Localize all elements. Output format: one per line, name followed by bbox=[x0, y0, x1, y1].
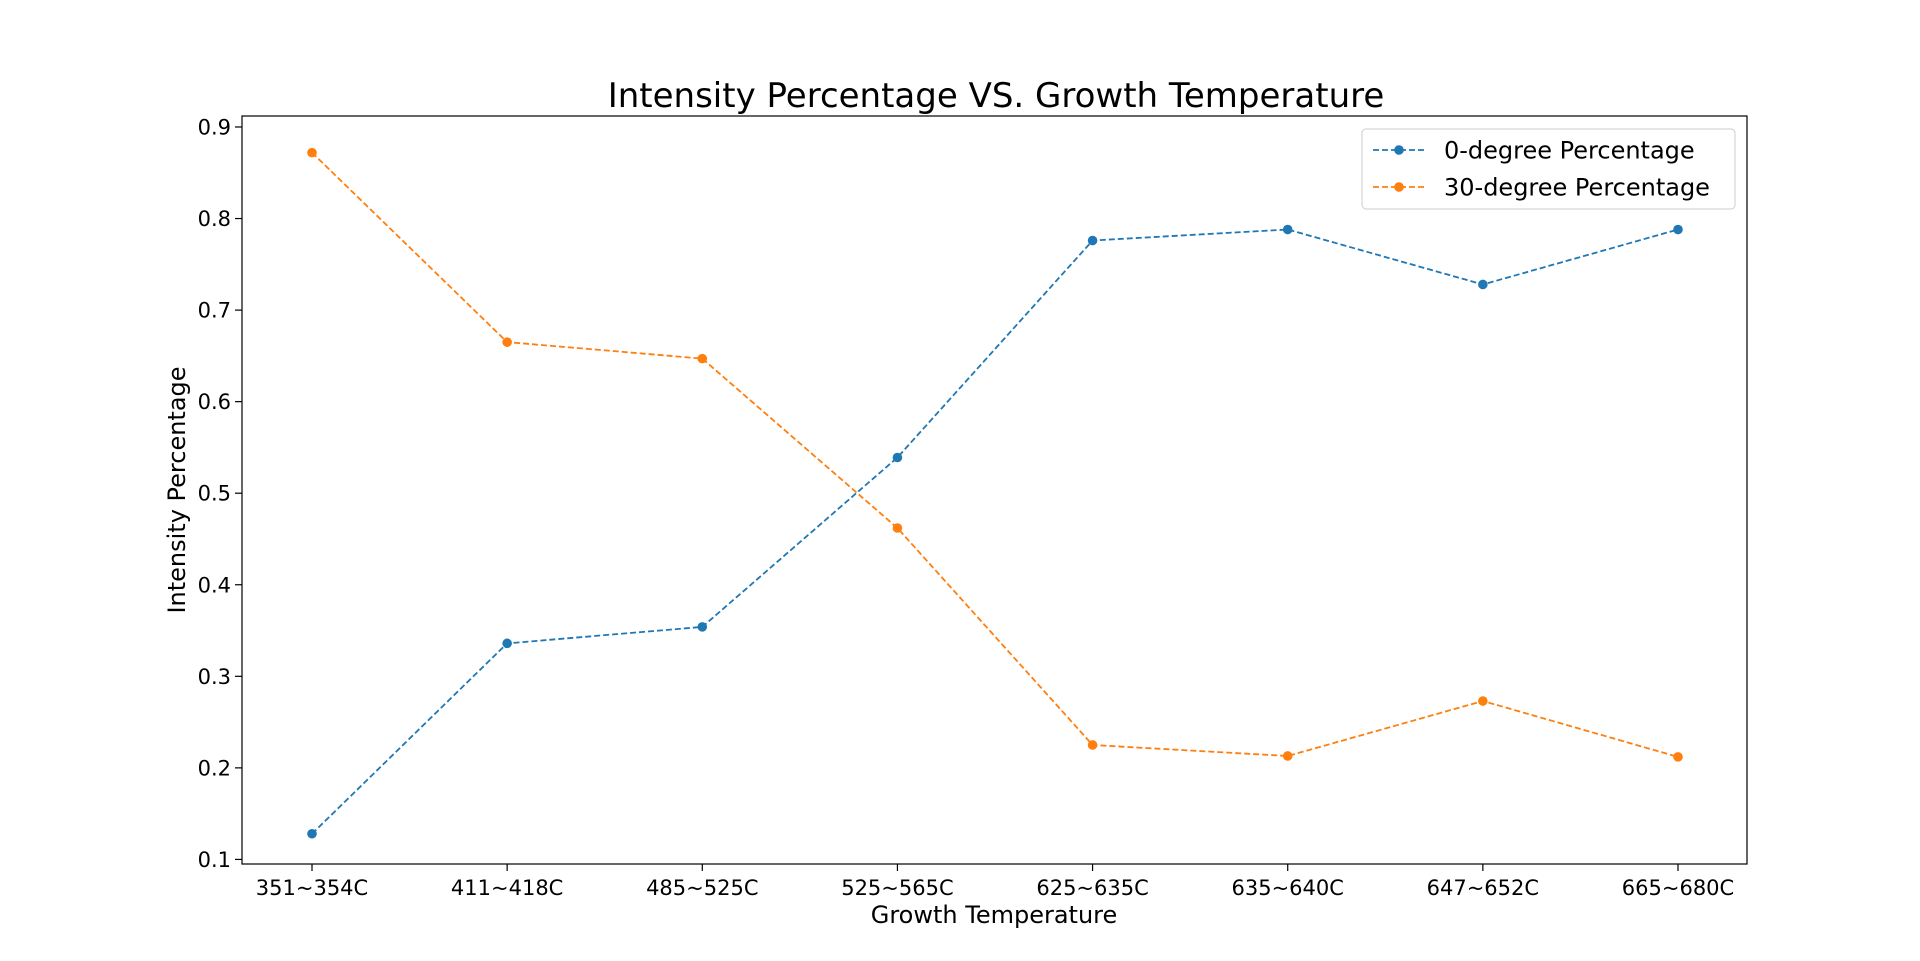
y-axis-ticks: 0.1 0.2 0.3 0.4 0.5 0.6 0.7 0.8 0.9 bbox=[198, 115, 242, 872]
series-0-point bbox=[502, 638, 512, 649]
x-tick-label: 485~525C bbox=[646, 876, 758, 900]
series-layer bbox=[307, 147, 1683, 839]
legend-label-0: 0-degree Percentage bbox=[1444, 137, 1695, 165]
series-0-point bbox=[1478, 279, 1488, 290]
x-tick-label: 635~640C bbox=[1231, 876, 1343, 900]
series-1-point bbox=[502, 337, 512, 347]
series-1-point bbox=[1673, 752, 1683, 762]
legend-marker-0 bbox=[1394, 145, 1404, 155]
legend-label-1: 30-degree Percentage bbox=[1444, 174, 1710, 202]
series-0-point bbox=[1673, 224, 1683, 235]
y-tick-label: 0.5 bbox=[198, 482, 231, 506]
y-tick-label: 0.6 bbox=[198, 390, 231, 414]
series-0-point bbox=[892, 452, 903, 463]
y-tick-label: 0.7 bbox=[198, 299, 231, 323]
plot-frame bbox=[241, 115, 1748, 865]
x-axis-label: Growth Temperature bbox=[871, 901, 1118, 929]
x-tick-label: 351~354C bbox=[256, 876, 368, 900]
y-tick-label: 0.9 bbox=[198, 115, 231, 139]
y-tick-label: 0.3 bbox=[198, 665, 231, 689]
legend-marker-1 bbox=[1394, 182, 1404, 192]
chart-title: Intensity Percentage VS. Growth Temperat… bbox=[608, 76, 1385, 116]
x-tick-label: 647~652C bbox=[1427, 876, 1539, 900]
y-axis-label: Intensity Percentage bbox=[163, 366, 191, 613]
series-1-point bbox=[1478, 696, 1488, 706]
series-1-point bbox=[892, 523, 903, 533]
series-line-0 bbox=[311, 228, 1679, 835]
legend-box bbox=[1361, 128, 1736, 210]
y-tick-label: 0.1 bbox=[198, 848, 231, 872]
x-axis-ticks: 351~354C 411~418C 485~525C 525~565C 625~635C… bbox=[256, 864, 1734, 900]
x-tick-label: 625~635C bbox=[1036, 876, 1148, 900]
series-1-point bbox=[307, 147, 317, 158]
y-tick-label: 0.8 bbox=[198, 207, 231, 231]
x-tick-label: 525~565C bbox=[841, 876, 953, 900]
legend: 0-degree Percentage 30-degree Percentage bbox=[1361, 128, 1736, 210]
x-tick-label: 411~418C bbox=[451, 876, 563, 900]
y-tick-label: 0.2 bbox=[198, 756, 231, 780]
series-line-1 bbox=[311, 151, 1679, 758]
series-0-point bbox=[697, 622, 708, 632]
x-tick-label: 665~680C bbox=[1622, 876, 1734, 900]
series-0-point bbox=[1087, 235, 1098, 246]
series-0-point bbox=[1282, 224, 1293, 235]
series-0-point bbox=[307, 828, 317, 839]
series-1-point bbox=[1282, 751, 1293, 761]
y-tick-label: 0.4 bbox=[198, 573, 231, 597]
series-1-point bbox=[697, 353, 708, 364]
series-1-point bbox=[1087, 740, 1098, 750]
